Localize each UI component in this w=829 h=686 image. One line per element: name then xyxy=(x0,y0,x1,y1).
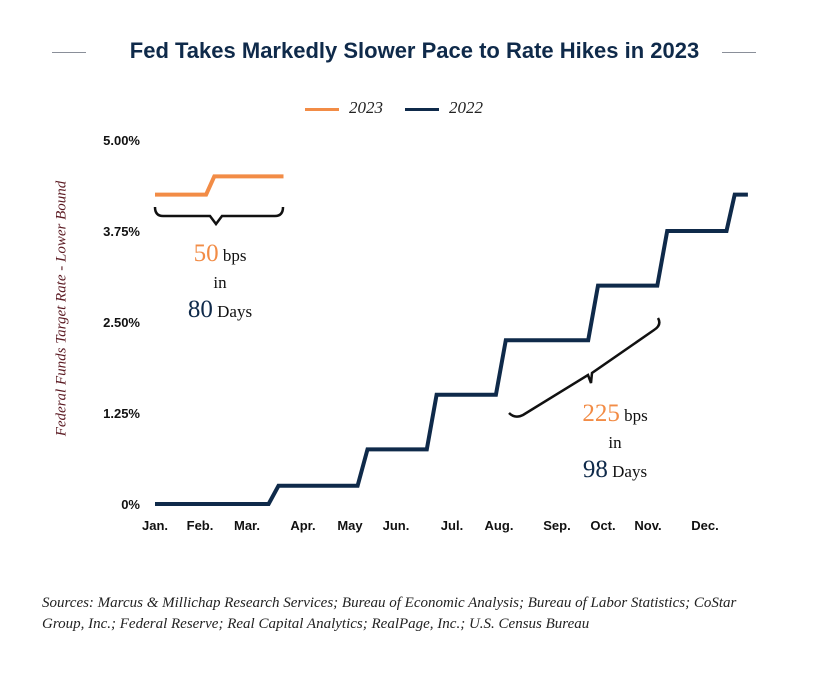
title-rule-right xyxy=(722,52,756,53)
x-tick-label: Nov. xyxy=(634,518,661,533)
annotation-2023: 50 bps in 80 Days xyxy=(187,240,253,323)
y-tick-label: 0% xyxy=(121,497,140,512)
title-rule-left xyxy=(52,52,86,53)
x-tick-label: Oct. xyxy=(590,518,615,533)
x-tick-label: Jan. xyxy=(142,518,168,533)
x-tick-label: Mar. xyxy=(234,518,260,533)
x-tick-label: Dec. xyxy=(691,518,718,533)
sources-note: Sources: Marcus & Millichap Research Ser… xyxy=(42,595,737,632)
x-tick-label: Jul. xyxy=(441,518,463,533)
legend-item-2023: 2023 xyxy=(305,98,383,118)
y-tick-label: 5.00% xyxy=(103,133,140,148)
y-tick-label: 2.50% xyxy=(103,315,140,330)
x-tick-label: Sep. xyxy=(543,518,570,533)
y-tick-label: 1.25% xyxy=(103,406,140,421)
brace-2022 xyxy=(508,317,661,418)
series-line-2023 xyxy=(155,174,284,197)
chart-title: Fed Takes Markedly Slower Pace to Rate H… xyxy=(129,38,700,63)
x-tick-label: Jun. xyxy=(383,518,410,533)
annotation-2022: 225 bps in 98 Days xyxy=(582,400,648,483)
x-tick-label: Aug. xyxy=(485,518,514,533)
x-tick-label: May xyxy=(337,518,363,533)
x-tick-label: Feb. xyxy=(187,518,214,533)
series-line-2022 xyxy=(155,192,748,506)
legend-item-2022: 2022 xyxy=(405,98,483,118)
brace-2023 xyxy=(153,206,285,227)
legend: 2023 2022 xyxy=(305,98,483,118)
y-tick-label: 3.75% xyxy=(103,224,140,239)
x-tick-label: Apr. xyxy=(290,518,315,533)
